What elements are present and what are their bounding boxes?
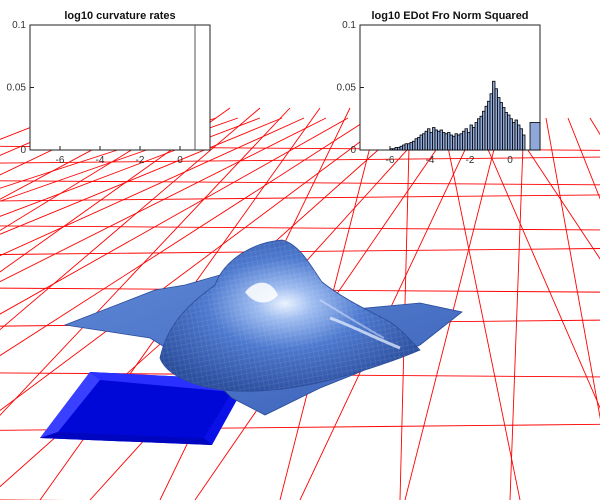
grid-line-diagonal	[0, 107, 261, 331]
x-tick-label: -2	[136, 155, 145, 166]
grid-line-lateral	[0, 117, 305, 257]
grid-line-lateral	[509, 117, 525, 500]
grid-line-lateral	[404, 117, 503, 500]
grid-line-lateral	[0, 117, 327, 283]
grid-line-diagonal	[0, 107, 231, 273]
mold-block	[40, 372, 248, 445]
grid-line-lateral	[0, 117, 371, 357]
y-tick-label: 0.05	[337, 83, 357, 94]
grid-line-lateral	[545, 117, 600, 420]
histogram-bar-overflow	[529, 122, 541, 151]
y-tick-label: 0	[350, 145, 356, 156]
grid-line-lateral	[0, 117, 217, 189]
y-tick-label: 0.05	[7, 83, 27, 94]
y-tick-label: 0	[20, 145, 26, 156]
grid-line-lateral	[567, 117, 600, 200]
grid-line-diagonal	[0, 107, 81, 140]
grid-line-diagonal	[0, 107, 201, 232]
x-tick-label: -4	[96, 155, 105, 166]
grid-line-lateral	[0, 117, 283, 235]
grid-line-diagonal	[0, 107, 141, 176]
plot-area	[29, 24, 211, 151]
grid-line-lateral	[0, 117, 261, 217]
x-tick-label: -6	[56, 155, 65, 166]
grid-line-depth	[0, 225, 600, 231]
grid-line-depth	[0, 180, 600, 186]
x-tick-label: 0	[177, 155, 183, 166]
histogram-bar	[522, 134, 526, 151]
x-tick-label: -4	[426, 155, 435, 166]
x-tick-label: -2	[466, 155, 475, 166]
grid-line-depth	[0, 156, 600, 164]
grid-line-lateral	[0, 117, 239, 202]
grid-line-depth	[0, 194, 600, 202]
histogram-curvature-rates: log10 curvature rates 0 0.05 0.1 -6 -4 -2 0	[7, 10, 211, 166]
x-tick-label: 0	[507, 155, 513, 166]
deformed-surface	[63, 239, 463, 416]
x-tick-label: -6	[386, 155, 395, 166]
grid-line-diagonal	[0, 107, 171, 200]
grid-line-diagonal	[439, 107, 521, 500]
grid-line-lateral	[0, 117, 349, 315]
chart-title: log10 curvature rates	[64, 10, 175, 22]
histogram-edot-fro-norm: log10 EDot Fro Norm Squared 0 0.05 0.1 -6 -4 -…	[337, 10, 541, 166]
y-tick-label: 0.1	[12, 20, 26, 31]
grid-line-diagonal	[499, 107, 600, 260]
grid-line-lateral	[589, 117, 600, 136]
grid-line-diagonal	[0, 107, 291, 416]
chart-title: log10 EDot Fro Norm Squared	[371, 10, 528, 22]
y-tick-label: 0.1	[342, 20, 356, 31]
grid-line-diagonal	[469, 107, 600, 409]
